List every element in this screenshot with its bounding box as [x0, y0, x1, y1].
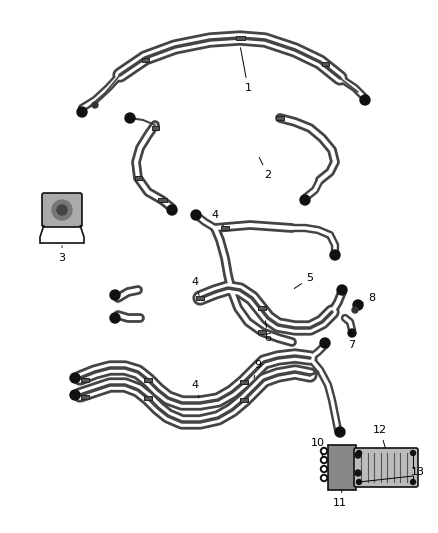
- Circle shape: [92, 102, 98, 108]
- Bar: [144, 378, 152, 382]
- Text: 1: 1: [240, 48, 251, 93]
- Bar: [144, 396, 152, 400]
- Circle shape: [70, 390, 80, 400]
- Text: 7: 7: [349, 331, 356, 350]
- Circle shape: [321, 474, 328, 481]
- Bar: [321, 62, 328, 66]
- Bar: [158, 198, 166, 202]
- Circle shape: [110, 290, 120, 300]
- Bar: [258, 306, 266, 310]
- Circle shape: [352, 307, 358, 313]
- Text: 12: 12: [373, 425, 387, 447]
- Circle shape: [357, 480, 361, 484]
- Circle shape: [322, 467, 325, 471]
- Text: 4: 4: [212, 210, 223, 226]
- Text: 4: 4: [191, 380, 199, 398]
- Circle shape: [52, 200, 72, 220]
- Text: 2: 2: [259, 157, 272, 180]
- Circle shape: [322, 449, 325, 453]
- Circle shape: [110, 313, 120, 323]
- Circle shape: [77, 107, 87, 117]
- Circle shape: [353, 300, 363, 310]
- Bar: [81, 395, 89, 399]
- Circle shape: [348, 329, 356, 337]
- Text: 13: 13: [411, 467, 425, 477]
- Bar: [258, 330, 266, 334]
- Circle shape: [321, 448, 328, 455]
- Bar: [141, 58, 148, 62]
- Circle shape: [167, 205, 177, 215]
- Text: 4: 4: [191, 277, 199, 295]
- Text: 6: 6: [265, 321, 272, 343]
- Circle shape: [300, 195, 310, 205]
- Bar: [328, 445, 356, 490]
- Circle shape: [335, 427, 345, 437]
- Bar: [276, 116, 284, 120]
- Circle shape: [191, 210, 201, 220]
- Bar: [152, 126, 159, 130]
- FancyBboxPatch shape: [354, 448, 418, 487]
- Circle shape: [355, 470, 361, 476]
- Circle shape: [320, 338, 330, 348]
- Text: 11: 11: [333, 490, 347, 508]
- Circle shape: [322, 477, 325, 480]
- Circle shape: [355, 452, 361, 458]
- Circle shape: [70, 373, 80, 383]
- Text: 8: 8: [360, 293, 375, 304]
- Circle shape: [410, 480, 416, 484]
- Bar: [196, 296, 204, 300]
- Circle shape: [321, 465, 328, 472]
- Circle shape: [410, 450, 416, 456]
- Circle shape: [125, 113, 135, 123]
- Bar: [236, 36, 244, 41]
- Circle shape: [57, 205, 67, 215]
- Circle shape: [321, 456, 328, 464]
- Circle shape: [360, 95, 370, 105]
- Circle shape: [337, 285, 347, 295]
- Bar: [81, 378, 89, 382]
- Bar: [221, 226, 229, 230]
- Text: 9: 9: [254, 360, 261, 378]
- Text: 10: 10: [311, 438, 325, 457]
- FancyBboxPatch shape: [42, 193, 82, 227]
- Bar: [240, 380, 248, 384]
- Circle shape: [357, 450, 361, 456]
- Bar: [240, 398, 248, 402]
- Text: 3: 3: [59, 246, 66, 263]
- Circle shape: [322, 458, 325, 462]
- Text: 5: 5: [294, 273, 314, 288]
- Circle shape: [330, 250, 340, 260]
- Bar: [134, 176, 141, 180]
